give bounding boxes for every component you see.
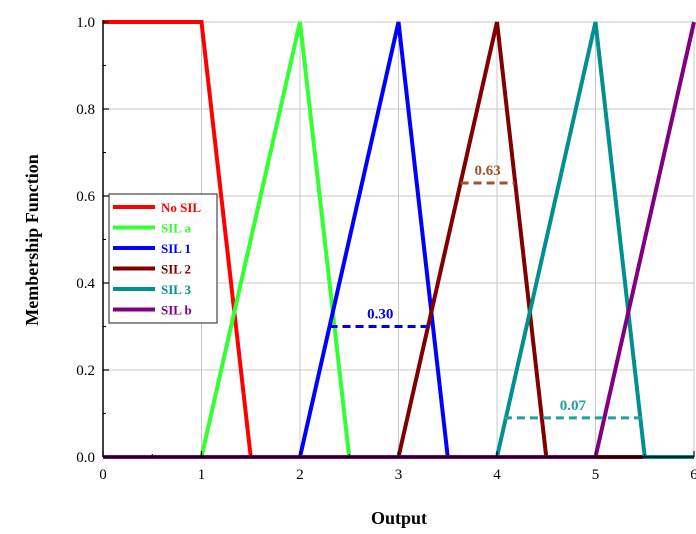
legend-entry: SIL b xyxy=(161,303,192,318)
annotation-label: 0.07 xyxy=(560,398,587,414)
x-tick-label: 5 xyxy=(592,467,600,483)
y-tick-label: 0.4 xyxy=(76,276,95,292)
annotation-label: 0.63 xyxy=(475,163,501,179)
legend-box xyxy=(108,193,218,324)
y-tick-label: 0.2 xyxy=(76,363,95,379)
legend-entry: SIL 3 xyxy=(161,282,191,297)
legend: No SIL SIL a SIL 1 SIL 2 SIL 3 SIL b xyxy=(108,193,218,324)
legend-entry: SIL 2 xyxy=(161,262,191,277)
x-axis-label: Output xyxy=(371,508,427,528)
x-tick-label: 1 xyxy=(198,467,206,483)
y-tick-label: 1.0 xyxy=(76,15,95,31)
annotation-label: 0.30 xyxy=(367,307,393,323)
legend-entry: No SIL xyxy=(161,200,201,215)
x-tick-label: 2 xyxy=(296,467,304,483)
y-tick-label: 0.6 xyxy=(76,189,95,205)
y-tick-label: 0.0 xyxy=(76,450,95,466)
y-axis-label: Membership Function xyxy=(22,154,42,326)
axes: 0 1 2 3 4 5 6 0.0 0.2 0.4 0.6 0.8 1.0 xyxy=(76,15,696,483)
x-tick-label: 0 xyxy=(99,467,107,483)
legend-entry: SIL a xyxy=(161,221,191,236)
annotation-layer: 0.30 0.63 0.07 xyxy=(329,163,642,420)
x-tick-label: 4 xyxy=(493,467,501,483)
x-tick-label: 3 xyxy=(395,467,403,483)
legend-entry: SIL 1 xyxy=(161,241,191,256)
x-tick-label: 6 xyxy=(690,467,696,483)
y-tick-label: 0.8 xyxy=(76,102,95,118)
